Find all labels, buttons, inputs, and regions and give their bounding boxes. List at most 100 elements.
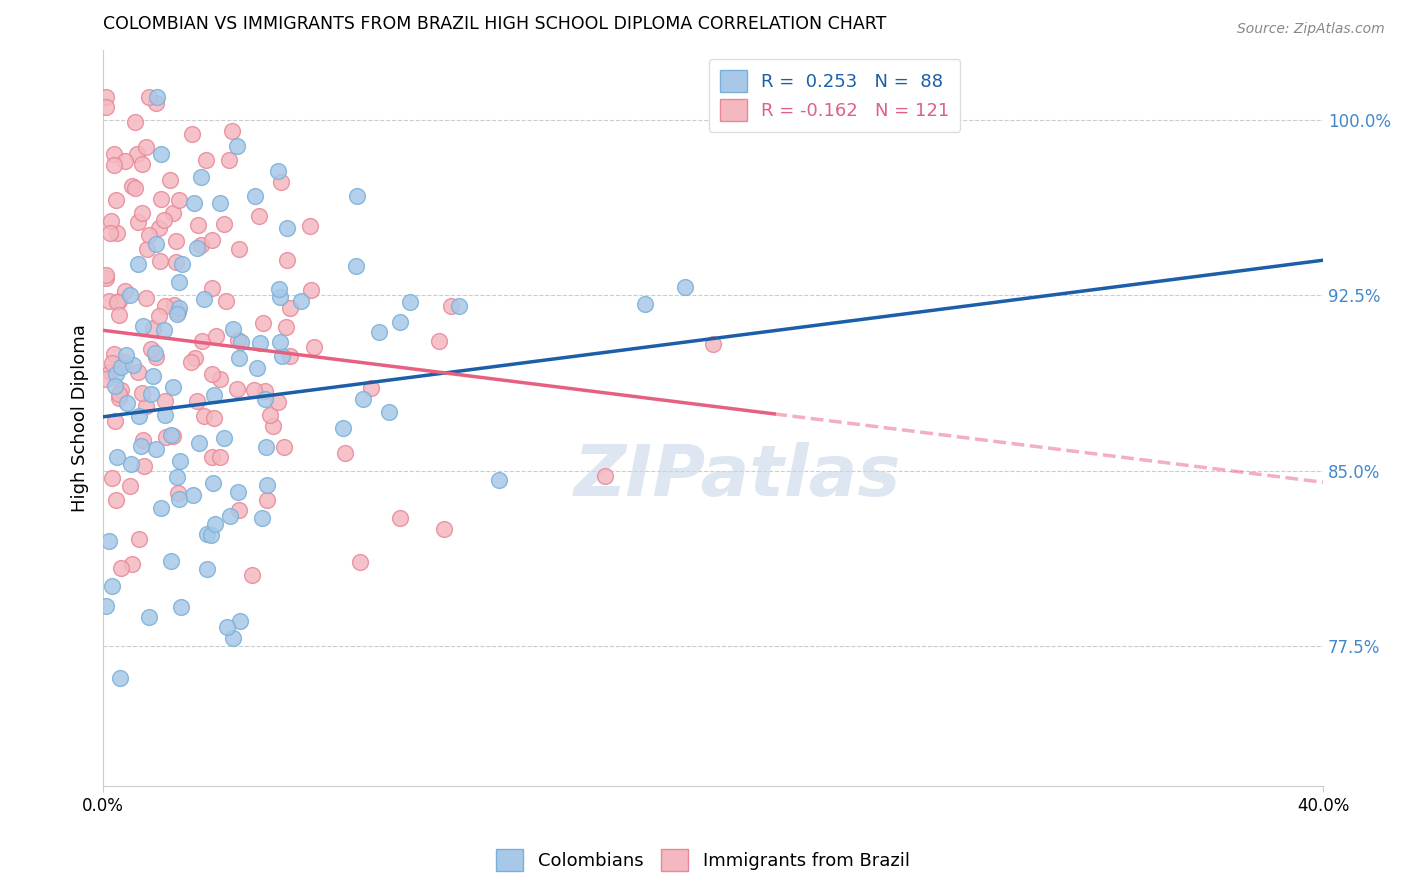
- Point: [131, 319, 153, 334]
- Point: [143, 346, 166, 360]
- Point: [252, 316, 274, 330]
- Point: [593, 468, 616, 483]
- Point: [263, 418, 285, 433]
- Point: [110, 359, 132, 374]
- Point: [153, 323, 176, 337]
- Point: [335, 446, 357, 460]
- Point: [110, 561, 132, 575]
- Point: [225, 383, 247, 397]
- Point: [170, 599, 193, 614]
- Point: [128, 409, 150, 423]
- Point: [101, 356, 124, 370]
- Point: [273, 440, 295, 454]
- Point: [103, 347, 125, 361]
- Point: [276, 253, 298, 268]
- Point: [142, 321, 165, 335]
- Point: [162, 206, 184, 220]
- Point: [634, 297, 657, 311]
- Point: [254, 440, 277, 454]
- Point: [145, 236, 167, 251]
- Point: [105, 227, 128, 241]
- Point: [180, 127, 202, 141]
- Point: [162, 429, 184, 443]
- Point: [228, 242, 250, 256]
- Point: [149, 192, 172, 206]
- Point: [112, 355, 135, 369]
- Point: [138, 89, 160, 103]
- Point: [149, 500, 172, 515]
- Point: [346, 189, 368, 203]
- Point: [226, 333, 249, 347]
- Point: [110, 383, 132, 397]
- Point: [242, 383, 264, 397]
- Point: [256, 493, 278, 508]
- Point: [160, 554, 183, 568]
- Point: [278, 301, 301, 315]
- Legend: R =  0.253   N =  88, R = -0.162   N = 121: R = 0.253 N = 88, R = -0.162 N = 121: [709, 59, 960, 132]
- Point: [165, 255, 187, 269]
- Point: [149, 147, 172, 161]
- Point: [228, 351, 250, 365]
- Point: [139, 387, 162, 401]
- Point: [104, 379, 127, 393]
- Point: [186, 241, 208, 255]
- Point: [299, 219, 322, 233]
- Point: [128, 532, 150, 546]
- Point: [250, 510, 273, 524]
- Point: [98, 365, 121, 379]
- Point: [253, 392, 276, 407]
- Point: [201, 367, 224, 381]
- Point: [202, 387, 225, 401]
- Point: [181, 488, 204, 502]
- Point: [204, 516, 226, 531]
- Point: [155, 430, 177, 444]
- Point: [118, 479, 141, 493]
- Text: ZIPatlas: ZIPatlas: [574, 442, 901, 511]
- Point: [378, 405, 401, 419]
- Point: [193, 409, 215, 424]
- Point: [180, 355, 202, 369]
- Point: [96, 100, 118, 114]
- Point: [201, 281, 224, 295]
- Point: [127, 146, 149, 161]
- Point: [276, 320, 298, 334]
- Point: [114, 154, 136, 169]
- Point: [200, 528, 222, 542]
- Point: [96, 268, 118, 282]
- Point: [131, 439, 153, 453]
- Point: [135, 399, 157, 413]
- Point: [427, 334, 450, 349]
- Point: [127, 365, 149, 379]
- Point: [153, 213, 176, 227]
- Point: [108, 308, 131, 322]
- Point: [138, 228, 160, 243]
- Point: [105, 450, 128, 464]
- Point: [96, 372, 118, 386]
- Point: [104, 493, 127, 508]
- Point: [332, 421, 354, 435]
- Point: [186, 394, 208, 409]
- Point: [169, 492, 191, 507]
- Point: [290, 294, 312, 309]
- Point: [202, 476, 225, 491]
- Point: [145, 442, 167, 457]
- Point: [96, 89, 118, 103]
- Point: [118, 288, 141, 302]
- Point: [135, 242, 157, 256]
- Point: [163, 298, 186, 312]
- Point: [127, 215, 149, 229]
- Point: [142, 368, 165, 383]
- Point: [212, 431, 235, 445]
- Point: [159, 427, 181, 442]
- Point: [167, 301, 190, 315]
- Point: [219, 509, 242, 524]
- Point: [190, 238, 212, 252]
- Point: [222, 631, 245, 645]
- Point: [100, 579, 122, 593]
- Point: [153, 409, 176, 423]
- Point: [208, 196, 231, 211]
- Point: [115, 396, 138, 410]
- Point: [96, 599, 118, 613]
- Point: [229, 614, 252, 628]
- Point: [124, 181, 146, 195]
